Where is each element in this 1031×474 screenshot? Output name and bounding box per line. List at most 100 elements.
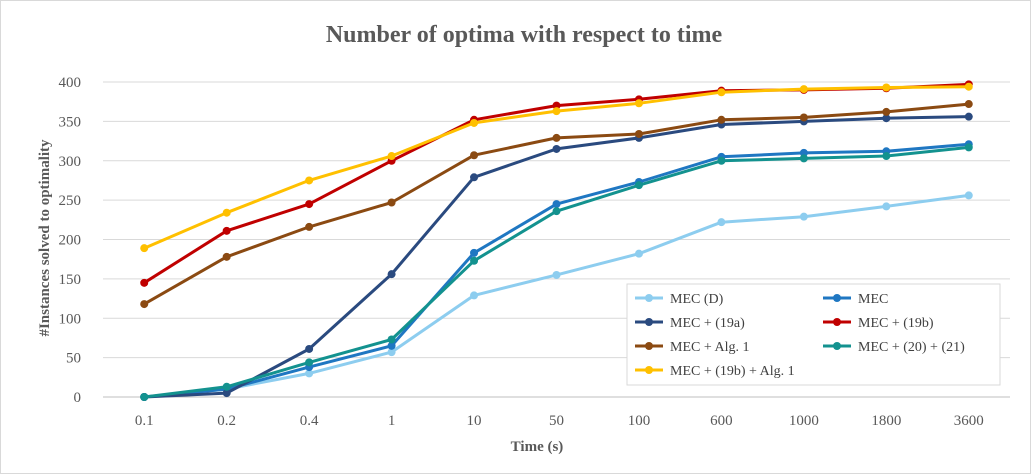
data-point: [305, 200, 314, 209]
legend-item: MEC + (19b) + Alg. 1: [635, 364, 795, 379]
x-tick-label: 0.4: [300, 413, 319, 429]
data-point: [882, 83, 891, 92]
x-tick-label: 100: [628, 413, 651, 429]
data-point: [470, 173, 479, 182]
y-tick-label: 400: [59, 75, 82, 91]
data-point: [634, 181, 643, 190]
legend-swatch-marker: [645, 342, 653, 350]
series-group: [140, 80, 973, 401]
legend-label: MEC + (19b): [858, 316, 934, 331]
data-point: [552, 144, 561, 153]
data-point: [470, 151, 479, 160]
x-tick-label: 3600: [954, 413, 984, 429]
data-point: [140, 244, 149, 253]
data-point: [387, 198, 396, 207]
data-point: [470, 291, 479, 300]
y-tick-label: 50: [66, 351, 81, 367]
y-axis-label: #Instances solved to optimality: [37, 139, 53, 337]
data-point: [387, 270, 396, 279]
data-point: [552, 133, 561, 142]
x-axis-ticks: 0.1 0.2 0.4 1 10 50 100 600 1000 1800 3600: [135, 413, 984, 429]
x-tick-label: 10: [467, 413, 482, 429]
legend-item: MEC + (20) + (21): [823, 340, 965, 355]
legend-label: MEC (D): [670, 292, 724, 307]
data-point: [799, 148, 808, 157]
data-point: [964, 100, 973, 109]
data-point: [634, 129, 643, 138]
legend-swatch-marker: [645, 318, 653, 326]
data-point: [634, 249, 643, 258]
y-tick-label: 150: [59, 272, 82, 288]
data-point: [305, 176, 314, 185]
data-point: [305, 369, 314, 378]
data-point: [387, 152, 396, 161]
data-point: [222, 226, 231, 235]
x-axis-label: Time (s): [511, 439, 564, 455]
y-tick-label: 300: [59, 154, 82, 170]
x-tick-label: 0.2: [217, 413, 236, 429]
series-4: [140, 100, 973, 309]
data-point: [387, 335, 396, 344]
data-point: [470, 256, 479, 265]
legend-swatch-marker: [833, 342, 841, 350]
data-point: [387, 348, 396, 357]
data-point: [634, 99, 643, 108]
legend: MEC (D) MEC MEC + (19a) MEC + (19b) MEC + Al…: [626, 283, 1001, 386]
data-point: [140, 393, 149, 401]
data-point: [552, 207, 561, 216]
data-point: [552, 200, 561, 209]
data-point: [305, 358, 314, 367]
legend-item: MEC (D): [635, 292, 724, 307]
data-point: [882, 152, 891, 161]
data-point: [140, 278, 149, 287]
data-point: [882, 202, 891, 211]
legend-item: MEC: [823, 292, 888, 307]
legend-label: MEC: [858, 292, 888, 307]
legend-item: MEC + (19a): [635, 316, 745, 331]
x-tick-label: 0.1: [135, 413, 154, 429]
legend-item: MEC + Alg. 1: [635, 340, 749, 355]
series-2: [140, 112, 973, 401]
x-tick-label: 1: [388, 413, 396, 429]
y-tick-label: 350: [59, 114, 82, 130]
x-tick-label: 1000: [789, 413, 819, 429]
data-point: [305, 222, 314, 231]
data-point: [387, 341, 396, 350]
y-axis-ticks: 0 50 100 150 200 250 300 350 400: [59, 75, 82, 406]
data-point: [305, 344, 314, 353]
data-point: [222, 252, 231, 261]
data-point: [964, 82, 973, 91]
data-point: [799, 154, 808, 163]
data-point: [799, 113, 808, 122]
legend-swatch-marker: [833, 294, 841, 302]
legend-swatch-marker: [645, 294, 653, 302]
legend-label: MEC + (19a): [670, 316, 745, 331]
data-point: [222, 208, 231, 217]
data-point: [470, 118, 479, 127]
data-point: [882, 107, 891, 116]
y-tick-label: 100: [59, 311, 82, 327]
data-point: [717, 156, 726, 165]
legend-label: MEC + (19b) + Alg. 1: [670, 364, 795, 379]
y-tick-label: 0: [74, 390, 82, 406]
data-point: [140, 300, 149, 309]
data-point: [717, 218, 726, 227]
data-point: [470, 248, 479, 257]
data-point: [552, 107, 561, 116]
y-tick-label: 250: [59, 193, 82, 209]
data-point: [964, 191, 973, 200]
legend-swatch-marker: [645, 366, 653, 374]
data-point: [552, 270, 561, 279]
data-point: [717, 88, 726, 97]
legend-swatch-marker: [833, 318, 841, 326]
data-point: [799, 85, 808, 94]
data-point: [964, 143, 973, 152]
x-tick-label: 1800: [871, 413, 901, 429]
data-point: [222, 389, 231, 398]
x-tick-label: 600: [710, 413, 733, 429]
legend-label: MEC + Alg. 1: [670, 340, 749, 355]
data-point: [717, 115, 726, 124]
data-point: [964, 112, 973, 121]
data-point: [222, 382, 231, 391]
